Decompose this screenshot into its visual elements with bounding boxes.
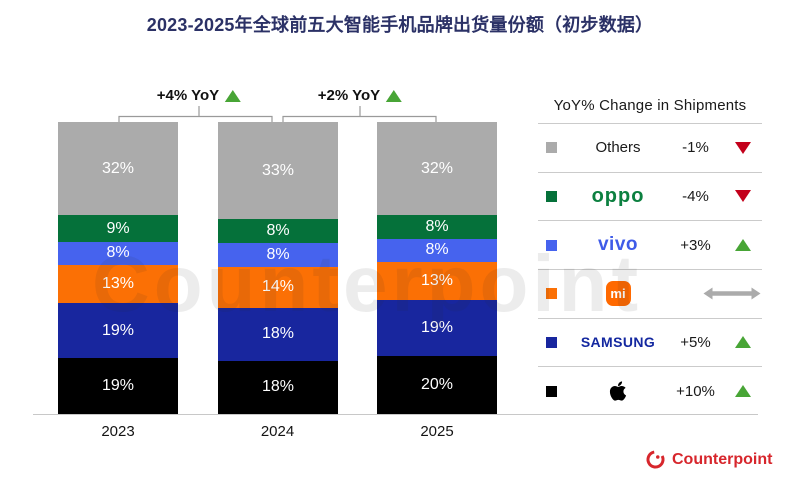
legend-change-value: +5% [680, 333, 711, 351]
up-triangle-icon [225, 89, 242, 102]
legend-swatch-vivo [546, 239, 557, 251]
bar-segment-apple-2023: 19% [58, 358, 178, 414]
bar-segment-samsung-2023: 19% [58, 303, 178, 359]
bar-2023: 32% 9% 8% 13% 19% 19% [58, 122, 178, 414]
down-triangle-icon [734, 141, 751, 154]
legend-row-oppo: oppo -4% [538, 171, 762, 221]
bar-segment-vivo-2023: 8% [58, 241, 178, 266]
x-axis-line [33, 414, 758, 415]
segment-value-label: 8% [425, 241, 449, 259]
segment-value-label: 8% [266, 245, 290, 263]
bar-segment-apple-2024: 18% [218, 360, 338, 414]
up-triangle-icon [386, 89, 403, 102]
bar-2024: 33% 8% 8% 14% 18% 18% [218, 122, 338, 414]
segment-value-label: 14% [261, 278, 295, 296]
segment-value-label: 32% [101, 159, 135, 177]
bar-segment-samsung-2025: 19% [377, 300, 497, 356]
x-axis-label-2024: 2024 [260, 423, 295, 440]
bar-2025: 32% 8% 8% 13% 19% 20% [377, 122, 497, 414]
bar-segment-vivo-2024: 8% [218, 242, 338, 267]
yoy-annotation-2024-2025: +2% YoY [317, 87, 403, 104]
segment-value-label: 19% [420, 318, 454, 336]
segment-value-label: 33% [261, 161, 295, 179]
samsung-logo: SAMSUNG [580, 334, 656, 351]
bar-segment-others-2024: 33% [218, 122, 338, 220]
legend-change-value: -4% [682, 187, 709, 205]
bar-segment-xiaomi-2025: 13% [377, 262, 497, 301]
legend-swatch-others [546, 142, 557, 154]
legend-panel: YoY% Change in Shipments Others -1% oppo -4… [538, 88, 762, 415]
bar-segment-others-2023: 32% [58, 122, 178, 216]
bar-segment-others-2025: 32% [377, 122, 497, 216]
bar-segment-oppo-2023: 9% [58, 215, 178, 242]
segment-value-label: 13% [420, 272, 454, 290]
bar-segment-oppo-2024: 8% [218, 219, 338, 243]
legend-row-apple: +10% [538, 366, 762, 415]
up-triangle-icon [734, 239, 751, 252]
legend-swatch-samsung [546, 336, 557, 348]
xiaomi-mi-logo-icon: mi [605, 281, 631, 307]
legend-change-value: +10% [676, 382, 715, 400]
oppo-logo: oppo [591, 184, 645, 207]
up-triangle-icon [734, 336, 751, 349]
segment-value-label: 8% [425, 218, 449, 236]
counterpoint-logo: Counterpoint [645, 449, 772, 470]
bar-segment-xiaomi-2023: 13% [58, 265, 178, 304]
legend-header: YoY% Change in Shipments [553, 97, 747, 114]
legend-row-vivo: vivo +3% [538, 220, 762, 269]
yoy-annotation-text: +2% YoY [317, 87, 381, 104]
bar-segment-xiaomi-2024: 14% [218, 266, 338, 308]
bar-segment-apple-2025: 20% [377, 355, 497, 414]
segment-value-label: 19% [101, 377, 135, 395]
legend-swatch-xiaomi [546, 288, 557, 300]
legend-change-value: -1% [682, 139, 709, 157]
segment-value-label: 9% [106, 219, 130, 237]
legend-row-samsung: SAMSUNG +5% [538, 317, 762, 367]
legend-swatch-oppo [546, 190, 557, 202]
segment-value-label: 18% [261, 325, 295, 343]
apple-logo-icon [609, 381, 627, 401]
segment-value-label: 19% [101, 321, 135, 339]
flat-trend-arrow-icon [703, 287, 760, 300]
x-axis-label-2023: 2023 [101, 423, 135, 440]
legend-change-value: +3% [680, 236, 711, 254]
up-triangle-icon [734, 385, 751, 398]
segment-value-label: 32% [420, 159, 454, 177]
legend-row-xiaomi: mi [538, 268, 762, 318]
x-axis-label-2025: 2025 [420, 423, 454, 440]
segment-value-label: 13% [101, 275, 135, 293]
yoy-annotation-text: +4% YoY [156, 87, 220, 104]
bar-segment-oppo-2025: 8% [377, 215, 497, 239]
segment-value-label: 8% [266, 222, 290, 240]
bar-segment-samsung-2024: 18% [218, 307, 338, 361]
counterpoint-logo-text: Counterpoint [672, 450, 773, 468]
bar-segment-vivo-2025: 8% [377, 238, 497, 263]
counterpoint-logo-icon [646, 450, 665, 469]
segment-value-label: 20% [420, 375, 454, 393]
legend-label-others: Others [595, 139, 641, 157]
segment-value-label: 8% [106, 244, 130, 262]
segment-value-label: 18% [261, 378, 295, 396]
legend-row-others: Others -1% [538, 123, 762, 172]
legend-swatch-apple [546, 385, 557, 397]
yoy-annotation-2023-2024: +4% YoY [156, 87, 242, 104]
chart-title: 2023-2025年全球前五大智能手机品牌出货量份额（初步数据） [146, 15, 654, 35]
down-triangle-icon [734, 190, 751, 203]
vivo-logo: vivo [597, 234, 639, 256]
